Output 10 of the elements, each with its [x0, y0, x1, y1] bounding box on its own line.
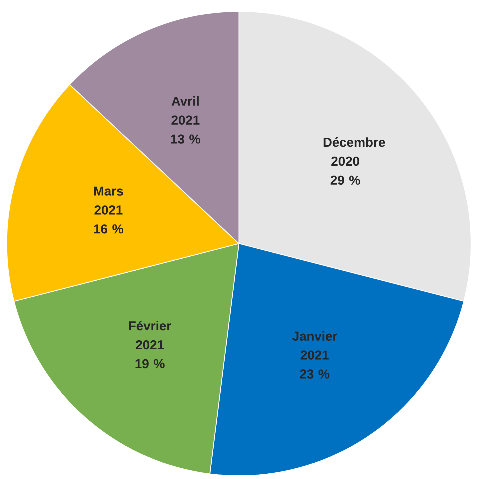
slice-label: Mars 2021 [94, 186, 124, 215]
data-label: 19 % [136, 359, 165, 369]
slice-label: Janvier 2021 [292, 331, 338, 360]
data-label: 13 % [171, 134, 200, 144]
data-label: 23 % [300, 370, 330, 379]
data-label: 16 % [94, 224, 124, 234]
slice-label: Février 2021 [129, 321, 172, 350]
data-label: 29 % [330, 176, 360, 186]
slice-label: Décembre 2020 [324, 137, 386, 166]
slice-label: Avril 2021 [172, 96, 200, 125]
